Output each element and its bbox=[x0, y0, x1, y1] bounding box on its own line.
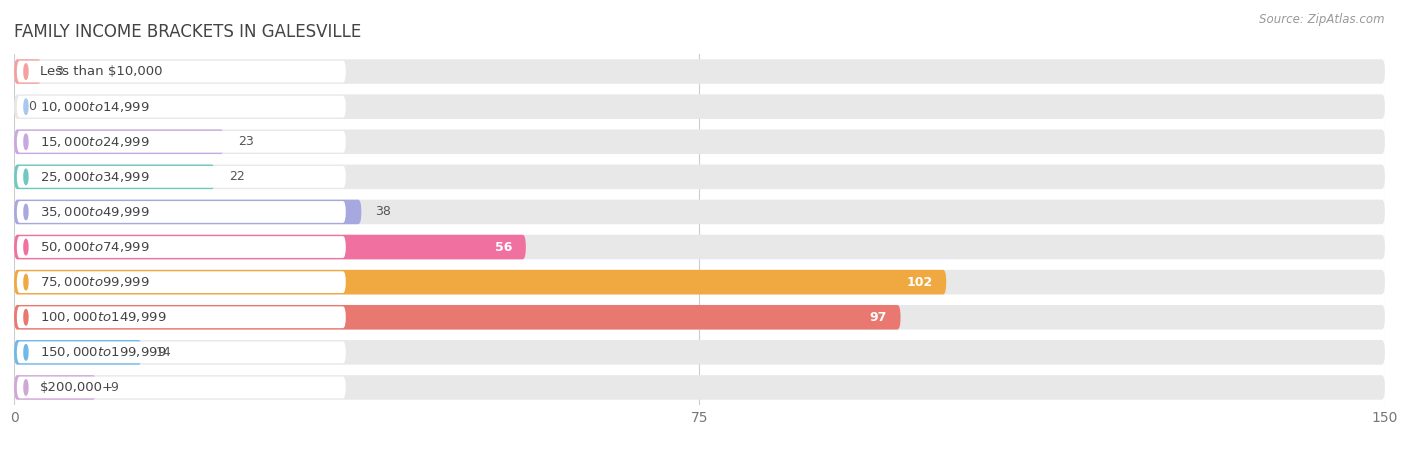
FancyBboxPatch shape bbox=[14, 165, 215, 189]
FancyBboxPatch shape bbox=[14, 200, 1385, 224]
Text: 9: 9 bbox=[110, 381, 118, 394]
Text: $150,000 to $199,999: $150,000 to $199,999 bbox=[39, 345, 166, 360]
Text: $100,000 to $149,999: $100,000 to $149,999 bbox=[39, 310, 166, 324]
FancyBboxPatch shape bbox=[14, 130, 225, 154]
FancyBboxPatch shape bbox=[14, 305, 901, 329]
Text: 3: 3 bbox=[55, 65, 63, 78]
FancyBboxPatch shape bbox=[14, 340, 142, 364]
FancyBboxPatch shape bbox=[17, 131, 346, 153]
Text: 14: 14 bbox=[156, 346, 172, 359]
Circle shape bbox=[24, 239, 28, 255]
FancyBboxPatch shape bbox=[14, 340, 1385, 364]
Text: 23: 23 bbox=[238, 135, 253, 148]
Text: $10,000 to $14,999: $10,000 to $14,999 bbox=[39, 99, 149, 114]
FancyBboxPatch shape bbox=[17, 61, 346, 82]
Text: $15,000 to $24,999: $15,000 to $24,999 bbox=[39, 135, 149, 149]
Circle shape bbox=[24, 310, 28, 325]
FancyBboxPatch shape bbox=[14, 130, 1385, 154]
FancyBboxPatch shape bbox=[14, 270, 946, 294]
FancyBboxPatch shape bbox=[14, 375, 1385, 400]
Text: $200,000+: $200,000+ bbox=[39, 381, 114, 394]
Circle shape bbox=[24, 345, 28, 360]
Text: $75,000 to $99,999: $75,000 to $99,999 bbox=[39, 275, 149, 289]
FancyBboxPatch shape bbox=[14, 235, 526, 259]
Text: FAMILY INCOME BRACKETS IN GALESVILLE: FAMILY INCOME BRACKETS IN GALESVILLE bbox=[14, 23, 361, 41]
Circle shape bbox=[24, 64, 28, 79]
FancyBboxPatch shape bbox=[17, 236, 346, 258]
FancyBboxPatch shape bbox=[17, 342, 346, 363]
FancyBboxPatch shape bbox=[14, 59, 1385, 84]
FancyBboxPatch shape bbox=[14, 375, 96, 400]
Text: 22: 22 bbox=[229, 171, 245, 183]
Text: Source: ZipAtlas.com: Source: ZipAtlas.com bbox=[1260, 14, 1385, 27]
Text: 56: 56 bbox=[495, 241, 512, 253]
Text: 38: 38 bbox=[375, 206, 391, 218]
Text: 97: 97 bbox=[869, 311, 887, 324]
Text: $25,000 to $34,999: $25,000 to $34,999 bbox=[39, 170, 149, 184]
FancyBboxPatch shape bbox=[17, 166, 346, 188]
FancyBboxPatch shape bbox=[14, 305, 1385, 329]
FancyBboxPatch shape bbox=[14, 200, 361, 224]
Text: 102: 102 bbox=[907, 276, 932, 288]
Circle shape bbox=[24, 134, 28, 149]
FancyBboxPatch shape bbox=[14, 270, 1385, 294]
FancyBboxPatch shape bbox=[14, 235, 1385, 259]
Circle shape bbox=[24, 274, 28, 290]
Text: $50,000 to $74,999: $50,000 to $74,999 bbox=[39, 240, 149, 254]
Circle shape bbox=[24, 380, 28, 395]
FancyBboxPatch shape bbox=[17, 96, 346, 117]
FancyBboxPatch shape bbox=[17, 377, 346, 398]
Circle shape bbox=[24, 169, 28, 184]
Text: Less than $10,000: Less than $10,000 bbox=[39, 65, 162, 78]
Circle shape bbox=[24, 99, 28, 114]
FancyBboxPatch shape bbox=[17, 201, 346, 223]
FancyBboxPatch shape bbox=[14, 59, 42, 84]
FancyBboxPatch shape bbox=[14, 94, 1385, 119]
FancyBboxPatch shape bbox=[17, 271, 346, 293]
Circle shape bbox=[24, 204, 28, 220]
FancyBboxPatch shape bbox=[17, 306, 346, 328]
Text: $35,000 to $49,999: $35,000 to $49,999 bbox=[39, 205, 149, 219]
FancyBboxPatch shape bbox=[14, 165, 1385, 189]
Text: 0: 0 bbox=[28, 100, 35, 113]
